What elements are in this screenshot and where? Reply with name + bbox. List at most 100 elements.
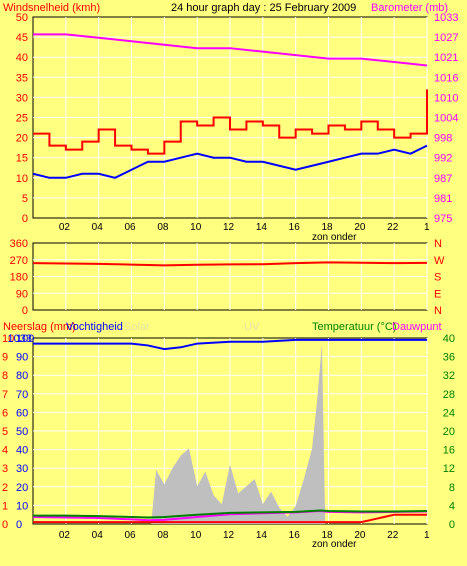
hour-tick-label-bottom: 16 — [289, 530, 301, 541]
temperature-tick-label: 4 — [449, 500, 455, 512]
sunset-label-bottom: zon onder — [312, 539, 357, 550]
temperature-tick-label: 32 — [443, 370, 455, 382]
hour-tick-label-top: 06 — [125, 222, 137, 233]
rain-tick-label: 2 — [2, 482, 8, 494]
temperature-tick-label: 28 — [443, 389, 455, 401]
humidity-axis-title: Vochtigheid — [66, 321, 123, 333]
hour-tick-label-top: 16 — [289, 222, 301, 233]
rain-tick-label: 5 — [2, 426, 8, 438]
solar-axis-title: Solar — [124, 321, 150, 333]
chart-marks — [32, 33, 428, 524]
wind-tick-label: 0 — [22, 213, 28, 225]
humidity-tick-label: 30 — [16, 463, 28, 475]
wind-tick-label: 20 — [16, 133, 28, 145]
barometer-tick-label: 981 — [434, 193, 452, 205]
wind-average-line — [32, 144, 428, 179]
wind-tick-label: 50 — [16, 12, 28, 24]
hour-tick-label-top: 12 — [223, 222, 235, 233]
hour-tick-label-top: 1 — [424, 222, 430, 233]
rain-tick-label: 8 — [2, 370, 8, 382]
barometer-tick-label: 1016 — [434, 72, 458, 84]
rain-tick-label: 3 — [2, 463, 8, 475]
wind-tick-label: 40 — [16, 52, 28, 64]
compass-tick-label: W — [434, 255, 445, 267]
temperature-axis-title: Temperatuur (°C) — [312, 321, 396, 333]
temperature-tick-label: 16 — [443, 445, 455, 457]
rain-tick-label: 10 — [2, 333, 14, 345]
temperature-tick-label: 40 — [443, 333, 455, 345]
direction-tick-label: 360 — [10, 238, 28, 250]
wind-tick-label: 45 — [16, 32, 28, 44]
chart-title: 24 hour graph day : 25 February 2009 — [171, 2, 356, 14]
compass-tick-label: E — [434, 288, 441, 300]
compass-tick-label: N — [434, 238, 442, 250]
hour-tick-label-top: 14 — [256, 222, 268, 233]
temperature-tick-label: 20 — [443, 426, 455, 438]
humidity-tick-label: 90 — [16, 352, 28, 364]
wind-tick-label: 35 — [16, 72, 28, 84]
wind-tick-label: 30 — [16, 92, 28, 104]
wind-tick-label: 5 — [22, 193, 28, 205]
sunset-label-top: zon onder — [312, 232, 357, 243]
dewpoint-axis-title: Dauwpunt — [392, 321, 442, 333]
barometer-line — [33, 33, 428, 67]
wind-direction-line — [32, 261, 428, 267]
wind-tick-label: 25 — [16, 113, 28, 125]
temperature-tick-label: 36 — [443, 352, 455, 364]
hour-tick-label-bottom: 1 — [424, 530, 430, 541]
barometer-axis-title: Barometer (mb) — [371, 2, 448, 14]
humidity-tick-label: 80 — [16, 370, 28, 382]
rain-tick-label: 1 — [2, 500, 8, 512]
hour-tick-label-top: 04 — [92, 222, 104, 233]
barometer-tick-label: 987 — [434, 173, 452, 185]
barometer-tick-label: 1004 — [434, 113, 458, 125]
rain-tick-label: 4 — [2, 445, 8, 457]
hour-tick-label-bottom: 02 — [59, 530, 71, 541]
temperature-line — [33, 509, 428, 519]
hour-tick-label-top: 18 — [322, 222, 334, 233]
humidity-tick-label: 60 — [16, 407, 28, 419]
hour-tick-label-bottom: 06 — [125, 530, 137, 541]
hour-tick-label-bottom: 08 — [157, 530, 169, 541]
hour-tick-label-bottom: 22 — [387, 530, 399, 541]
humidity-tick-label: 40 — [16, 445, 28, 457]
direction-tick-label: 180 — [10, 272, 28, 284]
rain-axis-title: Neerslag (mm) — [3, 321, 76, 333]
wind-axis-title: Windsnelheid (kmh) — [3, 2, 100, 14]
hour-tick-label-bottom: 18 — [322, 530, 334, 541]
hour-tick-label-top: 22 — [387, 222, 399, 233]
solar-area — [151, 343, 326, 524]
rain-tick-label: 0 — [2, 519, 8, 531]
barometer-tick-label: 998 — [434, 133, 452, 145]
direction-tick-label: 0 — [22, 305, 28, 317]
humidity-tick-label: 100 — [16, 333, 34, 345]
humidity-tick-label: 0 — [16, 519, 22, 531]
hour-tick-label-top: 02 — [59, 222, 71, 233]
direction-tick-label: 90 — [16, 288, 28, 300]
direction-tick-label: 270 — [10, 255, 28, 267]
hour-tick-label-bottom: 20 — [354, 530, 366, 541]
rain-line — [33, 513, 427, 524]
uv-axis-title: UV — [244, 321, 260, 333]
humidity-tick-label: 70 — [16, 389, 28, 401]
wind-speed-line — [33, 89, 428, 155]
temperature-tick-label: 12 — [443, 463, 455, 475]
solar-tick-label: 1033 — [8, 333, 32, 345]
rain-tick-label: 9 — [2, 352, 8, 364]
humidity-tick-label: 10 — [16, 500, 28, 512]
humidity-tick-label: 50 — [16, 426, 28, 438]
barometer-tick-label: 1010 — [434, 92, 458, 104]
barometer-tick-label: 975 — [434, 213, 452, 225]
wind-tick-label: 15 — [16, 153, 28, 165]
temperature-tick-label: 24 — [443, 407, 455, 419]
rain-tick-label: 6 — [2, 407, 8, 419]
hour-tick-label-top: 10 — [190, 222, 202, 233]
hour-tick-label-bottom: 14 — [256, 530, 268, 541]
humidity-line — [33, 338, 427, 351]
hour-tick-label-bottom: 10 — [190, 530, 202, 541]
compass-tick-label: N — [434, 305, 442, 317]
temperature-tick-label: 8 — [449, 482, 455, 494]
temperature-tick-label: 0 — [449, 519, 455, 531]
